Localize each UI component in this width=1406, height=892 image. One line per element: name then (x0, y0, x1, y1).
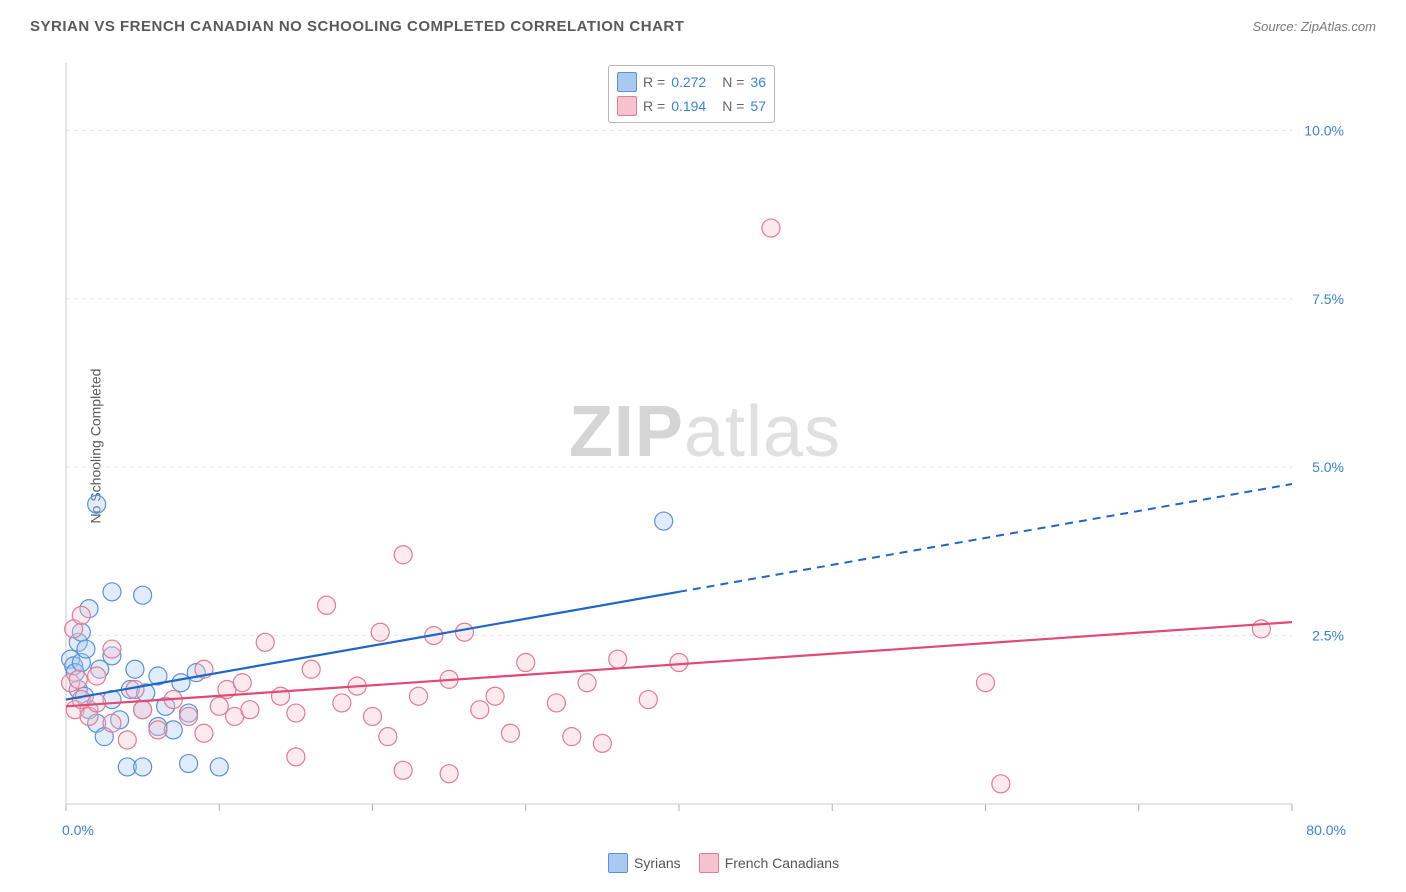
legend-series-name: Syrians (634, 855, 681, 871)
legend-n-label: N = (722, 74, 744, 90)
source-prefix: Source: (1252, 19, 1300, 34)
legend-r-label: R = (643, 98, 665, 114)
legend-series-item: Syrians (608, 853, 681, 873)
chart-header: SYRIAN VS FRENCH CANADIAN NO SCHOOLING C… (30, 18, 1376, 35)
legend-swatch (699, 853, 719, 873)
legend-correlation-row: R = 0.272 N = 36 (617, 70, 766, 94)
legend-series: Syrians French Canadians (608, 853, 839, 873)
legend-r-label: R = (643, 74, 665, 90)
svg-text:5.0%: 5.0% (1312, 459, 1344, 475)
legend-correlation-row: R = 0.194 N = 57 (617, 94, 766, 118)
legend-n-value: 36 (750, 74, 766, 90)
svg-text:7.5%: 7.5% (1312, 291, 1344, 307)
legend-swatch (617, 72, 637, 92)
legend-series-item: French Canadians (699, 853, 839, 873)
legend-n-value: 57 (750, 98, 766, 114)
legend-r-value: 0.272 (671, 74, 706, 90)
x-axis-origin-label: 0.0% (62, 822, 94, 838)
chart-title: SYRIAN VS FRENCH CANADIAN NO SCHOOLING C… (30, 18, 684, 35)
x-axis-max-label: 80.0% (1306, 822, 1346, 838)
svg-text:2.5%: 2.5% (1312, 628, 1344, 644)
legend-series-name: French Canadians (725, 855, 839, 871)
legend-correlation-box: R = 0.272 N = 36 R = 0.194 N = 57 (608, 65, 775, 123)
source-attribution: Source: ZipAtlas.com (1252, 19, 1376, 34)
source-name: ZipAtlas.com (1301, 19, 1376, 34)
plot-area: ZIPatlas 2.5%5.0%7.5%10.0% R = 0.272N = … (60, 55, 1350, 840)
legend-n-label: N = (722, 98, 744, 114)
svg-text:10.0%: 10.0% (1304, 122, 1344, 138)
scatter-chart: 2.5% 5.0% 7.5% 10.0% (60, 55, 1350, 840)
legend-swatch (608, 853, 628, 873)
legend-r-value: 0.194 (671, 98, 706, 114)
legend-swatch (617, 96, 637, 116)
